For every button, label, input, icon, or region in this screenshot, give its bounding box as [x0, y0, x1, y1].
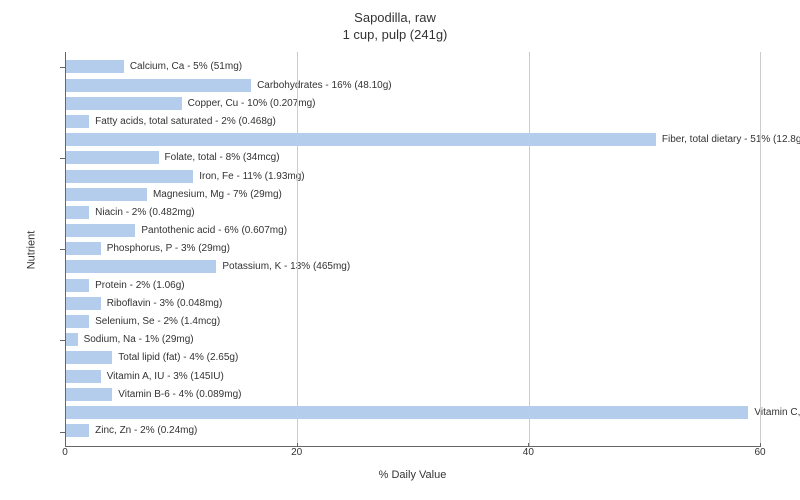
bar-row: Calcium, Ca - 5% (51mg)	[66, 60, 760, 73]
bar-label: Niacin - 2% (0.482mg)	[95, 206, 194, 219]
nutrient-chart: Sapodilla, raw 1 cup, pulp (241g) Nutrie…	[0, 0, 800, 500]
bar-label: Copper, Cu - 10% (0.207mg)	[188, 97, 316, 110]
x-tick-label: 0	[62, 447, 68, 458]
bar-label: Vitamin C, total ascorbic acid - 59% (35…	[754, 406, 800, 419]
bar-row: Copper, Cu - 10% (0.207mg)	[66, 97, 760, 110]
bar-row: Folate, total - 8% (34mcg)	[66, 151, 760, 164]
bar-row: Sodium, Na - 1% (29mg)	[66, 333, 760, 346]
bar-row: Pantothenic acid - 6% (0.607mg)	[66, 224, 760, 237]
bar-label: Calcium, Ca - 5% (51mg)	[130, 60, 242, 73]
bar: Copper, Cu - 10% (0.207mg)	[66, 97, 182, 110]
bar-row: Magnesium, Mg - 7% (29mg)	[66, 188, 760, 201]
bar: Total lipid (fat) - 4% (2.65g)	[66, 351, 112, 364]
bars-container: Calcium, Ca - 5% (51mg) Carbohydrates - 1…	[66, 52, 760, 446]
bar-label: Carbohydrates - 16% (48.10g)	[257, 79, 392, 92]
x-ticks: 0204060	[65, 447, 760, 465]
bar-label: Protein - 2% (1.06g)	[95, 279, 185, 292]
bar-label: Riboflavin - 3% (0.048mg)	[107, 297, 223, 310]
bar: Potassium, K - 13% (465mg)	[66, 260, 216, 273]
bar-row: Vitamin B-6 - 4% (0.089mg)	[66, 388, 760, 401]
y-axis-label: Nutrient	[25, 231, 37, 270]
bar: Vitamin A, IU - 3% (145IU)	[66, 370, 101, 383]
x-tick-label: 40	[523, 447, 534, 458]
bar-label: Total lipid (fat) - 4% (2.65g)	[118, 351, 238, 364]
bar: Fatty acids, total saturated - 2% (0.468…	[66, 115, 89, 128]
y-tick	[60, 432, 66, 433]
bar: Niacin - 2% (0.482mg)	[66, 206, 89, 219]
bar-label: Vitamin B-6 - 4% (0.089mg)	[118, 388, 241, 401]
bar-row: Total lipid (fat) - 4% (2.65g)	[66, 351, 760, 364]
bar: Phosphorus, P - 3% (29mg)	[66, 242, 101, 255]
grid-line	[529, 52, 530, 446]
bar-row: Protein - 2% (1.06g)	[66, 279, 760, 292]
bar-label: Magnesium, Mg - 7% (29mg)	[153, 188, 282, 201]
bar-row: Zinc, Zn - 2% (0.24mg)	[66, 424, 760, 437]
chart-title: Sapodilla, raw 1 cup, pulp (241g)	[10, 10, 780, 44]
bar-row: Carbohydrates - 16% (48.10g)	[66, 79, 760, 92]
bar: Vitamin B-6 - 4% (0.089mg)	[66, 388, 112, 401]
bar-row: Niacin - 2% (0.482mg)	[66, 206, 760, 219]
bar-label: Iron, Fe - 11% (1.93mg)	[199, 170, 304, 183]
y-tick	[60, 67, 66, 68]
y-tick	[60, 249, 66, 250]
bar: Selenium, Se - 2% (1.4mcg)	[66, 315, 89, 328]
y-tick	[60, 158, 66, 159]
bar: Pantothenic acid - 6% (0.607mg)	[66, 224, 135, 237]
x-tick-label: 60	[754, 447, 765, 458]
x-tick-label: 20	[291, 447, 302, 458]
grid-line	[297, 52, 298, 446]
bar: Protein - 2% (1.06g)	[66, 279, 89, 292]
bar: Fiber, total dietary - 51% (12.8g)	[66, 133, 656, 146]
x-axis-label: % Daily Value	[65, 469, 760, 481]
bar-label: Vitamin A, IU - 3% (145IU)	[107, 370, 224, 383]
bar: Sodium, Na - 1% (29mg)	[66, 333, 78, 346]
y-tick	[60, 340, 66, 341]
title-line-1: Sapodilla, raw	[10, 10, 780, 27]
bar: Zinc, Zn - 2% (0.24mg)	[66, 424, 89, 437]
bar-label: Phosphorus, P - 3% (29mg)	[107, 242, 230, 255]
bar-row: Fatty acids, total saturated - 2% (0.468…	[66, 115, 760, 128]
bar-label: Folate, total - 8% (34mcg)	[165, 151, 280, 164]
bar-row: Vitamin A, IU - 3% (145IU)	[66, 370, 760, 383]
grid-line	[760, 52, 761, 446]
bar-label: Pantothenic acid - 6% (0.607mg)	[141, 224, 287, 237]
bar-row: Potassium, K - 13% (465mg)	[66, 260, 760, 273]
bar: Carbohydrates - 16% (48.10g)	[66, 79, 251, 92]
plot-wrap: Calcium, Ca - 5% (51mg) Carbohydrates - 1…	[65, 52, 760, 447]
bar: Vitamin C, total ascorbic acid - 59% (35…	[66, 406, 748, 419]
bar-label: Fatty acids, total saturated - 2% (0.468…	[95, 115, 276, 128]
bar-label: Zinc, Zn - 2% (0.24mg)	[95, 424, 197, 437]
plot-area: Calcium, Ca - 5% (51mg) Carbohydrates - 1…	[65, 52, 760, 447]
bar-row: Selenium, Se - 2% (1.4mcg)	[66, 315, 760, 328]
bar-label: Sodium, Na - 1% (29mg)	[84, 333, 194, 346]
bar: Iron, Fe - 11% (1.93mg)	[66, 170, 193, 183]
bar-row: Riboflavin - 3% (0.048mg)	[66, 297, 760, 310]
bar: Magnesium, Mg - 7% (29mg)	[66, 188, 147, 201]
bar-label: Selenium, Se - 2% (1.4mcg)	[95, 315, 220, 328]
bar-row: Iron, Fe - 11% (1.93mg)	[66, 170, 760, 183]
bar: Riboflavin - 3% (0.048mg)	[66, 297, 101, 310]
bar-row: Fiber, total dietary - 51% (12.8g)	[66, 133, 760, 146]
title-line-2: 1 cup, pulp (241g)	[10, 27, 780, 44]
bar-row: Phosphorus, P - 3% (29mg)	[66, 242, 760, 255]
bar-label: Potassium, K - 13% (465mg)	[222, 260, 350, 273]
bar-row: Vitamin C, total ascorbic acid - 59% (35…	[66, 406, 760, 419]
bar-label: Fiber, total dietary - 51% (12.8g)	[662, 133, 800, 146]
bar: Folate, total - 8% (34mcg)	[66, 151, 159, 164]
bar: Calcium, Ca - 5% (51mg)	[66, 60, 124, 73]
